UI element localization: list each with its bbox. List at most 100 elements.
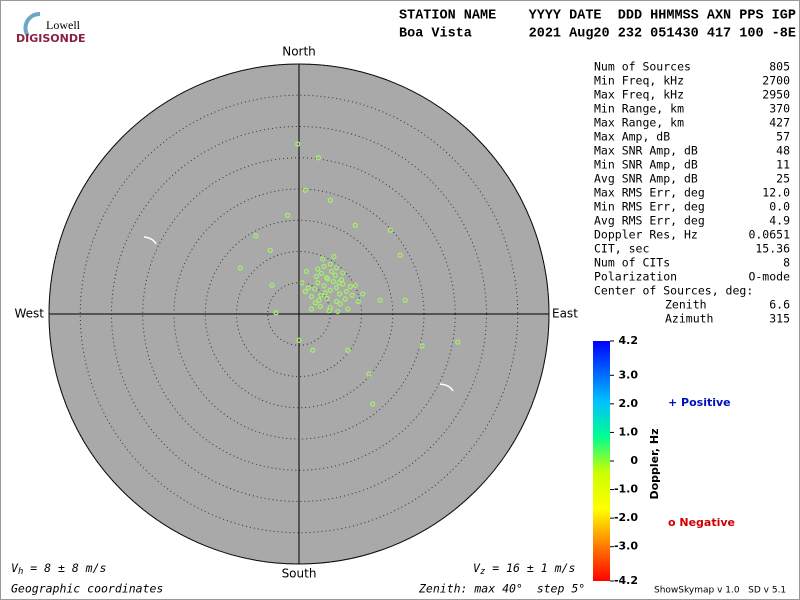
colorbar-tick-label: -4.2 — [614, 574, 638, 587]
source-point — [337, 301, 343, 307]
source-point — [273, 310, 279, 316]
stat-value: 25 — [776, 172, 790, 186]
stat-value: 57 — [776, 130, 790, 144]
stat-label: Min RMS Err, deg — [594, 200, 705, 214]
source-point — [332, 272, 338, 278]
source-point — [237, 265, 243, 271]
colorbar-tick-label: -3.0 — [614, 540, 638, 553]
source-point — [336, 280, 342, 286]
stat-label: Doppler Res, Hz — [594, 228, 698, 242]
north-label: North — [282, 45, 316, 59]
source-point — [377, 297, 383, 303]
stat-label: Max RMS Err, deg — [594, 186, 705, 200]
vz-label: Vz = 16 ± 1 m/s — [473, 561, 575, 577]
west-label: West — [14, 307, 44, 321]
source-point — [315, 280, 321, 286]
colorbar-tick-label: -2.0 — [614, 511, 638, 524]
colorbar-tick-label: 1.0 — [619, 425, 639, 438]
source-point — [321, 263, 327, 270]
legend-positive: + Positive — [668, 396, 731, 409]
source-point — [299, 280, 305, 286]
source-point — [322, 290, 328, 296]
source-point — [321, 283, 327, 289]
source-point — [313, 273, 320, 280]
header-columns: STATION NAME YYYY DATE DDD HHMMSS AXN PP… — [399, 9, 796, 24]
source-point — [315, 155, 321, 161]
colorbar-tick-label: 2.0 — [619, 397, 639, 410]
source-point — [330, 278, 336, 285]
stat-label: Avg RMS Err, deg — [594, 214, 705, 228]
source-point — [308, 306, 315, 312]
source-point — [318, 292, 324, 298]
logo-swoosh — [23, 12, 41, 38]
stat-value: 315 — [769, 312, 790, 326]
source-point — [370, 401, 376, 407]
source-point — [333, 265, 340, 271]
stat-label: Min Range, km — [594, 102, 684, 116]
source-point — [455, 339, 461, 345]
logo-top: Lowell — [46, 18, 81, 32]
stat-label: Avg SNR Amp, dB — [594, 172, 698, 186]
source-point — [328, 268, 335, 275]
stat-value: 2950 — [762, 88, 790, 102]
source-point — [296, 337, 302, 343]
source-point — [419, 343, 425, 349]
stat-value: 805 — [769, 60, 790, 74]
source-point — [326, 308, 332, 314]
source-point — [335, 308, 341, 315]
stat-value: 8 — [783, 256, 790, 270]
source-point — [269, 282, 275, 288]
source-point — [305, 285, 311, 291]
stat-label: Polarization — [594, 270, 677, 284]
stat-value: 4.9 — [769, 214, 790, 228]
source-point — [387, 227, 393, 233]
source-point — [331, 253, 337, 260]
stat-value: 370 — [769, 102, 790, 116]
stat-label: Min Freq, kHz — [594, 74, 684, 88]
source-point — [253, 233, 259, 239]
colorbar-label: Doppler, Hz — [648, 428, 661, 499]
source-point — [340, 270, 346, 276]
source-point — [310, 347, 316, 353]
stat-label: Max Freq, kHz — [594, 88, 684, 102]
source-point — [352, 282, 358, 288]
east-label: East — [552, 307, 578, 321]
stat-value: 0.0651 — [748, 228, 790, 242]
source-point — [303, 268, 310, 275]
stat-value: 11 — [776, 158, 790, 172]
source-point — [327, 261, 333, 267]
source-point — [316, 297, 322, 303]
source-point — [285, 212, 291, 218]
trace — [439, 383, 454, 392]
source-point — [397, 252, 403, 258]
south-label: South — [282, 567, 317, 581]
source-point — [352, 222, 358, 228]
version-label: ShowSkymap v 1.0 SD v 5.1 — [654, 586, 786, 596]
source-point — [320, 256, 326, 262]
stat-label: Num of Sources — [594, 60, 691, 74]
stat-value: 427 — [769, 116, 790, 130]
colorbar-tick-label: 0 — [630, 454, 638, 467]
stat-value: 6.6 — [769, 298, 790, 312]
source-point — [324, 295, 330, 301]
vh-label: Vh = 8 ± 8 m/s — [11, 561, 107, 577]
header-values: Boa Vista 2021 Aug20 232 051430 417 100 … — [399, 27, 796, 42]
source-point — [312, 286, 318, 292]
stat-label: Max SNR Amp, dB — [594, 144, 698, 158]
stat-value: 15.36 — [755, 242, 790, 256]
source-point — [345, 306, 351, 312]
source-point — [355, 298, 361, 305]
source-point — [327, 287, 333, 293]
source-point — [343, 288, 350, 295]
colorbar — [593, 341, 610, 581]
source-point — [295, 141, 301, 147]
source-point — [366, 371, 372, 377]
stat-label: Zenith — [665, 298, 707, 312]
zenith-label: Zenith: max 40° step 5° — [418, 582, 585, 596]
source-point — [360, 291, 366, 297]
stat-label: Min SNR Amp, dB — [594, 158, 698, 172]
source-point — [302, 187, 308, 193]
colorbar-tick-label: -1.0 — [614, 483, 638, 496]
source-point — [345, 347, 351, 353]
